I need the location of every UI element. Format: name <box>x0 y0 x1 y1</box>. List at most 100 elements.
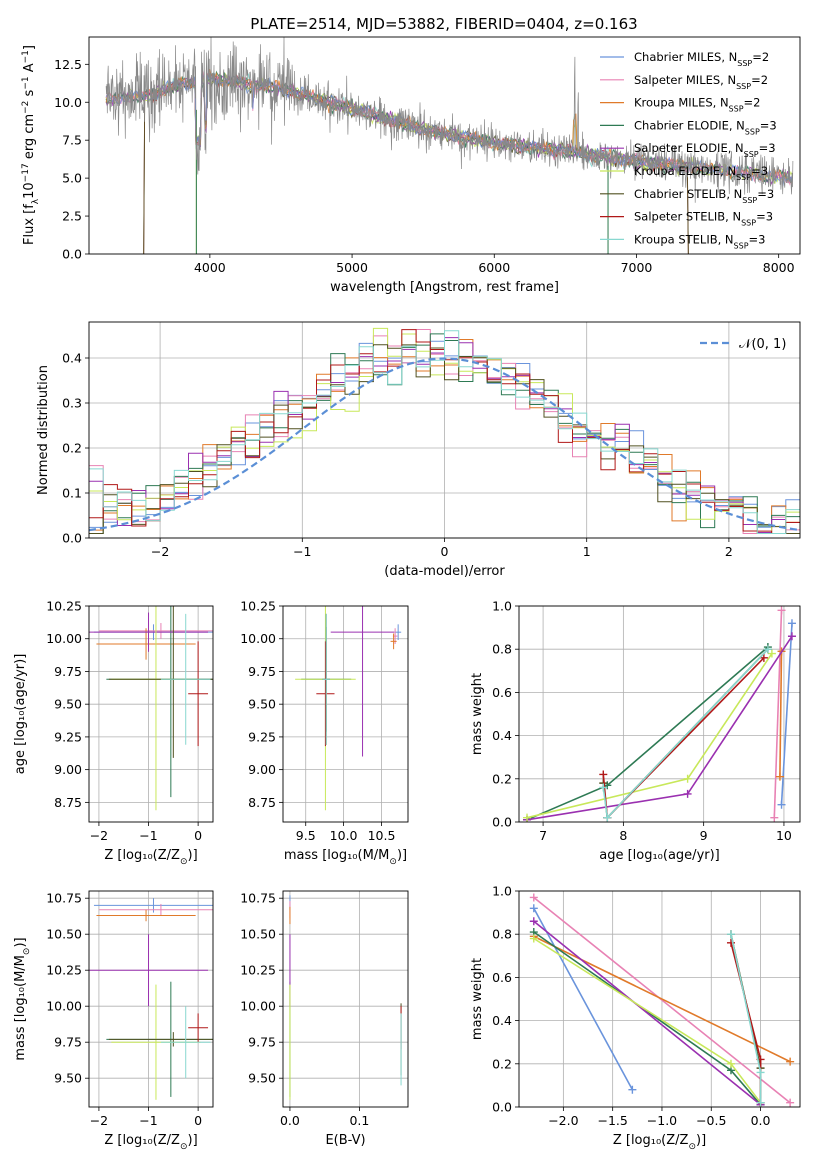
plot-layer: 4000 5000 6000 7000 80000.02.55.07.510.012.5… <box>13 36 801 1152</box>
y-axis-label: mass [log₁₀(M/M⊙)] <box>13 937 32 1060</box>
y-tick-label: 9.75 <box>54 1035 82 1050</box>
y-tick-label: 0.3 <box>62 396 82 411</box>
panel-weight_vs_age: 7 8 9 10 0.0 0.2 0.4 0.6 0.8 1.0 age [log₁₀(age/yr… <box>470 599 801 863</box>
axes-frame <box>518 890 801 1108</box>
y-tick-label: 10.25 <box>240 963 276 978</box>
legend: 𝒩(0, 1) <box>700 337 786 352</box>
weight-marker <box>726 930 735 939</box>
y-tick-label: 10.25 <box>240 599 276 614</box>
y-tick-label: 9.50 <box>54 1071 82 1086</box>
y-axis-label: age [log₁₀(age/yr)] <box>13 654 28 775</box>
weight-line <box>780 623 793 805</box>
weight-marker <box>683 789 692 798</box>
y-tick-label: 0.0 <box>62 247 82 262</box>
weight-line <box>526 635 793 821</box>
weight-marker <box>529 904 538 913</box>
weight-line <box>533 920 762 1106</box>
legend-label: Chabrier MILES, NSSP=2 <box>634 50 769 68</box>
weight-marker <box>770 813 779 822</box>
weight-marker <box>777 800 786 809</box>
weight-marker <box>683 774 692 783</box>
x-tick-label: −2 <box>90 828 108 843</box>
axes-frame <box>282 890 409 1108</box>
y-tick-label: 5.0 <box>62 171 82 186</box>
x-tick-label: 0.1 <box>349 1113 369 1128</box>
y-tick-label: 10.25 <box>46 599 82 614</box>
axes-frame <box>88 605 214 823</box>
weight-line <box>533 935 791 1063</box>
y-tick-label: 10.00 <box>240 999 276 1014</box>
plot-area-weight_vs_age <box>523 606 796 822</box>
normal-curve <box>89 357 800 532</box>
y-tick-label: 1.0 <box>492 884 512 899</box>
legend-label: Salpeter STELIB, NSSP=3 <box>634 210 773 228</box>
weight-marker <box>529 934 538 943</box>
y-tick-label: 0.2 <box>62 441 82 456</box>
y-tick-label: 2.5 <box>62 209 82 224</box>
plot-area-age_vs_mass <box>295 606 402 811</box>
y-tick-label: 10.25 <box>46 963 82 978</box>
x-axis-label: wavelength [Angstrom, rest frame] <box>330 280 559 295</box>
x-axis-label: Z [log₁₀(Z/Z⊙)] <box>104 1133 197 1152</box>
plot-area-spectrum <box>105 37 794 254</box>
weight-line <box>773 610 783 818</box>
histogram-step <box>89 330 800 534</box>
x-tick-label: −0.5 <box>696 1113 726 1128</box>
y-tick-label: 0.8 <box>492 642 512 657</box>
x-tick-label: −2 <box>151 544 169 559</box>
plot-area-mass_vs_Z <box>89 898 213 1100</box>
x-tick-label: −1.5 <box>597 1113 627 1128</box>
y-tick-label: 10.00 <box>46 999 82 1014</box>
y-axis-label: mass weight <box>470 958 485 1040</box>
x-tick-label: −2.0 <box>548 1113 578 1128</box>
y-tick-label: 9.75 <box>248 1035 276 1050</box>
y-tick-label: 0.0 <box>62 531 82 546</box>
x-axis-label: (data-model)/error <box>384 564 505 579</box>
y-tick-label: 0.4 <box>492 1013 512 1028</box>
x-tick-label: −2 <box>90 1113 108 1128</box>
y-tick-label: 10.00 <box>46 631 82 646</box>
y-axis-label: mass weight <box>470 673 485 755</box>
x-tick-label: 1 <box>583 544 591 559</box>
legend: Chabrier MILES, NSSP=2 Salpeter MILES, NS… <box>600 50 777 250</box>
y-tick-label: 9.00 <box>54 762 82 777</box>
y-tick-label: 9.75 <box>54 664 82 679</box>
y-tick-label: 1.0 <box>492 599 512 614</box>
y-tick-label: 12.5 <box>54 57 82 72</box>
weight-marker <box>523 813 532 822</box>
y-axis-label: Normed distribution <box>36 365 51 495</box>
y-tick-label: 0.2 <box>492 771 512 786</box>
weight-marker <box>599 770 608 779</box>
x-axis-label: Z [log₁₀(Z/Z⊙)] <box>613 1133 706 1152</box>
x-tick-label: 0.0 <box>280 1113 300 1128</box>
x-axis-label: mass [log₁₀(M/M⊙)] <box>284 848 407 867</box>
x-axis-label: Z [log₁₀(Z/Z⊙)] <box>104 848 197 867</box>
legend-label: Chabrier STELIB, NSSP=3 <box>634 187 774 205</box>
panel-weight_vs_Z: −2.0 −1.5 −1.0 −0.5 0.0 0.0 0.2 0.4 0.6 0.8 1.0 Z [… <box>470 884 801 1152</box>
y-tick-label: 10.50 <box>46 927 82 942</box>
x-tick-label: 4000 <box>194 260 226 275</box>
x-tick-label: 5000 <box>336 260 368 275</box>
x-tick-label: 0 <box>194 1113 202 1128</box>
legend-label: Salpeter MILES, NSSP=2 <box>634 73 768 91</box>
plot-area-residuals <box>89 327 800 534</box>
histogram-step <box>89 344 800 534</box>
weight-line <box>779 651 783 777</box>
axes-frame <box>282 605 409 823</box>
axes-frame <box>88 36 801 255</box>
x-tick-label: 0 <box>194 828 202 843</box>
legend-label: Kroupa STELIB, NSSP=3 <box>634 232 765 250</box>
legend-label: Kroupa MILES, NSSP=2 <box>634 96 760 114</box>
weight-marker <box>599 783 608 792</box>
weight-marker <box>603 813 612 822</box>
legend-label: Chabrier ELODIE, NSSP=3 <box>634 118 777 136</box>
x-tick-label: 2 <box>725 544 733 559</box>
legend-label: Kroupa ELODIE, NSSP=3 <box>634 164 768 182</box>
y-tick-label: 9.75 <box>248 664 276 679</box>
x-tick-label: 0 <box>441 544 449 559</box>
weight-line <box>533 931 762 1106</box>
y-tick-label: 10.75 <box>46 891 82 906</box>
panel-spectrum: 4000 5000 6000 7000 8000 0.0 2.5 5.0 7.5 10.0 12.5… <box>21 36 801 295</box>
panel-mass_vs_Z: −2 −1 0 9.50 9.75 10.00 10.25 10.50 10.75 Z [log₁… <box>13 890 214 1152</box>
weight-marker <box>529 893 538 902</box>
